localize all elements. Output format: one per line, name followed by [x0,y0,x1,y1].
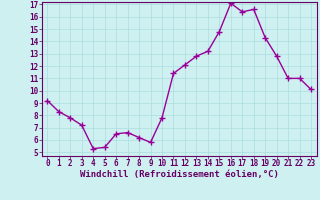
X-axis label: Windchill (Refroidissement éolien,°C): Windchill (Refroidissement éolien,°C) [80,170,279,179]
